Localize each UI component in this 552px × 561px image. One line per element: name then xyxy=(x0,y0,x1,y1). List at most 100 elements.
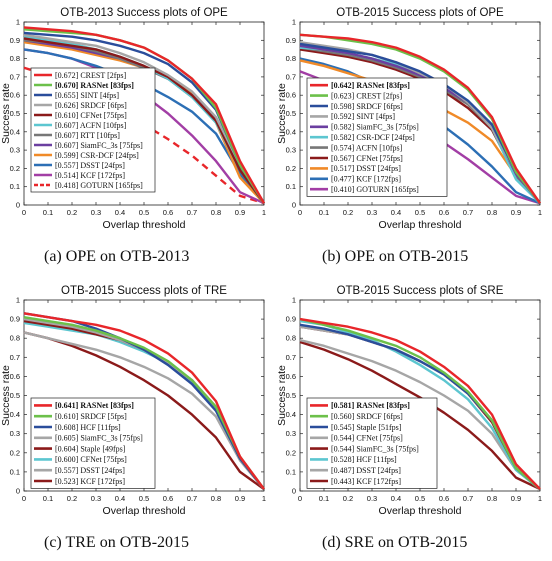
legend-label: [0.672] CREST [2fps] xyxy=(55,71,127,80)
y-tick-label: 0.4 xyxy=(286,410,296,419)
x-tick-label: 0.2 xyxy=(343,208,353,217)
y-axis-label: Success rate xyxy=(276,365,288,426)
series-line xyxy=(299,33,541,204)
y-axis-label: Success rate xyxy=(0,83,12,144)
legend-label: [0.604] Staple [49fps] xyxy=(55,444,126,453)
x-tick-label: 0.8 xyxy=(211,208,221,217)
y-tick-label: 0.8 xyxy=(10,334,20,343)
y-tick-label: 0.7 xyxy=(286,353,296,362)
x-tick-label: 0.2 xyxy=(67,494,77,503)
x-tick-label: 0.3 xyxy=(91,494,101,503)
legend-box xyxy=(30,67,156,193)
x-tick-label: 0.9 xyxy=(511,494,521,503)
legend-label: [0.410] GOTURN [165fps] xyxy=(331,185,419,194)
series-line xyxy=(299,317,541,490)
x-axis-label: Overlap threshold xyxy=(379,505,462,517)
caption-a: (a) OPE on OTB-2013 xyxy=(44,248,190,265)
y-tick-label: 0.9 xyxy=(286,36,296,45)
y-tick-label: 0.9 xyxy=(286,315,296,324)
x-tick-label: 0.4 xyxy=(115,208,125,217)
y-tick-label: 0.3 xyxy=(10,429,20,438)
y-tick-label: 0.1 xyxy=(10,467,20,476)
y-tick-label: 0.1 xyxy=(10,182,20,191)
legend-label: [0.523] KCF [172fps] xyxy=(55,477,125,486)
x-tick-label: 0.9 xyxy=(511,208,521,217)
y-tick-label: 0 xyxy=(16,201,20,210)
chart-sre-otb2015: OTB-2015 Success plots of SRE 0 0.1 0.2 0.3 0… xyxy=(276,285,542,517)
y-axis-label: Success rate xyxy=(0,365,12,426)
x-tick-label: 0.7 xyxy=(187,494,197,503)
x-tick-label: 0.9 xyxy=(235,494,245,503)
legend-label: [0.642] RASNet [83fps] xyxy=(331,81,410,90)
x-tick-label: 0 xyxy=(298,494,302,503)
legend-label: [0.641] RASNet [83fps] xyxy=(55,401,134,410)
y-tick-label: 0.2 xyxy=(10,448,20,457)
legend-label: [0.528] HCF [11fps] xyxy=(331,455,397,464)
y-tick-label: 1 xyxy=(292,296,296,305)
legend-label: [0.605] SiamFC_3s [75fps] xyxy=(55,434,143,443)
legend-box xyxy=(306,77,448,197)
legend-label: [0.418] GOTURN [165fps] xyxy=(55,181,143,190)
chart-title: OTB-2015 Success plots of SRE xyxy=(337,285,504,297)
series-line xyxy=(23,316,265,490)
x-tick-label: 0 xyxy=(22,208,26,217)
legend-label: [0.599] CSR-DCF [24fps] xyxy=(55,151,139,160)
x-tick-label: 0.5 xyxy=(415,494,425,503)
y-tick-label: 0.1 xyxy=(286,467,296,476)
series-line xyxy=(23,33,266,204)
chart-title: OTB-2015 Success plots of OPE xyxy=(336,7,504,19)
x-tick-label: 0.6 xyxy=(439,208,449,217)
legend-label: [0.607] RTT [10fps] xyxy=(55,131,120,140)
x-tick-label: 0.3 xyxy=(367,494,377,503)
x-tick-label: 0.9 xyxy=(235,208,245,217)
y-tick-label: 0.8 xyxy=(10,54,20,63)
x-tick-label: 0.8 xyxy=(487,208,497,217)
x-tick-label: 0.1 xyxy=(319,494,329,503)
legend-label: [0.581] RASNet [83fps] xyxy=(331,401,410,410)
y-tick-label: 0.6 xyxy=(286,91,296,100)
x-tick-label: 0.6 xyxy=(163,208,173,217)
legend-label: [0.610] CFNet [75fps] xyxy=(55,111,127,120)
x-tick-label: 0.4 xyxy=(391,494,401,503)
x-axis-label: Overlap threshold xyxy=(379,219,462,231)
x-tick-label: 0.5 xyxy=(415,208,425,217)
caption-d: (d) SRE on OTB-2015 xyxy=(322,534,468,551)
legend-label: [0.670] RASNet [83fps] xyxy=(55,81,134,90)
legend-label: [0.608] HCF [11fps] xyxy=(55,423,121,432)
x-tick-label: 0.6 xyxy=(163,494,173,503)
x-tick-label: 0.7 xyxy=(463,494,473,503)
y-tick-label: 0.7 xyxy=(10,72,20,81)
chart-panel-a: OTB-2013 Success plots of OPE 0 0.1 0.2 0.3 0… xyxy=(0,0,276,235)
legend-label: [0.610] SRDCF [5fps] xyxy=(55,412,127,421)
legend-label: [0.544] SiamFC_3s [75fps] xyxy=(331,444,419,453)
x-tick-label: 0.4 xyxy=(391,208,401,217)
legend-label: [0.557] DSST [24fps] xyxy=(55,466,125,475)
x-tick-label: 0.8 xyxy=(487,494,497,503)
y-tick-label: 0.6 xyxy=(10,372,20,381)
chart-ope-otb2013: OTB-2013 Success plots of OPE 0 0.1 0.2 0.3 0… xyxy=(0,7,266,231)
x-tick-label: 0.4 xyxy=(115,494,125,503)
legend-label: [0.600] CFNet [75fps] xyxy=(55,455,127,464)
series-line xyxy=(23,331,265,490)
y-tick-label: 0.8 xyxy=(286,54,296,63)
legend-box xyxy=(306,397,438,489)
x-tick-label: 0.2 xyxy=(343,494,353,503)
chart-title: OTB-2015 Success plots of TRE xyxy=(61,285,227,297)
legend-label: [0.592] SINT [4fps] xyxy=(331,112,395,121)
x-axis-label: Overlap threshold xyxy=(103,505,186,517)
y-tick-label: 0.7 xyxy=(10,353,20,362)
series-line xyxy=(299,338,541,491)
y-tick-label: 0.6 xyxy=(286,372,296,381)
legend-label: [0.607] ACFN [10fps] xyxy=(55,121,127,130)
x-tick-label: 0 xyxy=(22,494,26,503)
legend-label: [0.598] SRDCF [6fps] xyxy=(331,102,403,111)
legend-label: [0.560] SRDCF [6fps] xyxy=(331,412,403,421)
legend-label: [0.557] DSST [24fps] xyxy=(55,161,125,170)
legend-label: [0.582] SiamFC_3s [75fps] xyxy=(331,123,419,132)
x-tick-label: 0 xyxy=(298,208,302,217)
y-tick-label: 1 xyxy=(16,18,20,27)
series-line xyxy=(23,26,266,204)
x-tick-label: 0.6 xyxy=(439,494,449,503)
y-tick-label: 0.8 xyxy=(286,334,296,343)
y-tick-label: 0.3 xyxy=(10,146,20,155)
